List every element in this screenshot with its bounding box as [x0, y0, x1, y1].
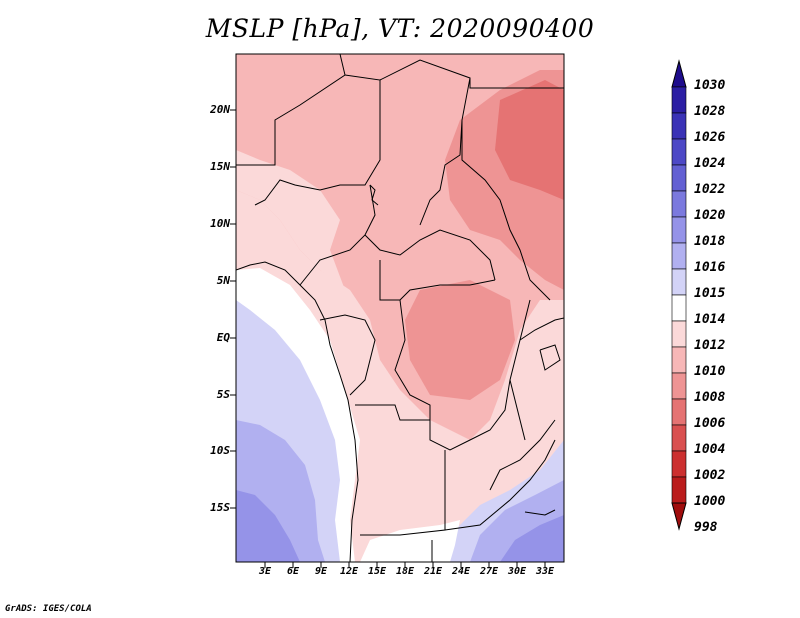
colorbar-swatch [671, 372, 687, 400]
map-frame [235, 53, 565, 563]
lon-ticks [264, 562, 546, 568]
pressure-1018-area-se [500, 515, 564, 562]
colorbar-swatch [671, 138, 687, 166]
lon-label-9e: 9E [314, 566, 328, 577]
colorbar-swatch [671, 216, 687, 244]
lat-label-eq: EQ [216, 331, 230, 344]
colorbar-swatch [671, 424, 687, 452]
colorbar-swatch [671, 164, 687, 192]
lon-label-27e: 27E [479, 566, 499, 577]
lon-label-12e: 12E [339, 566, 359, 577]
map-title: MSLP [hPa], VT: 2020090400 [205, 14, 595, 43]
colorbar-label: 1015 [694, 286, 726, 301]
lat-ticks [230, 109, 236, 509]
colorbar-label: 1018 [694, 234, 726, 249]
colorbar-label: 1012 [694, 338, 726, 353]
colorbar-label: 1000 [694, 494, 726, 509]
colorbar-swatch [671, 450, 687, 478]
colorbar-label: 1022 [694, 182, 726, 197]
colorbar-swatch [671, 320, 687, 348]
colorbar-label: 1004 [694, 442, 726, 457]
colorbar-bottom-arrow [671, 502, 687, 531]
lat-label-10s: 10S [210, 444, 230, 457]
lat-label-20n: 20N [210, 103, 230, 116]
colorbar-top-arrow [671, 59, 687, 88]
colorbar-swatch [671, 86, 687, 114]
pressure-1006-area [495, 80, 564, 200]
colorbar-swatch [671, 268, 687, 296]
lon-label-15e: 15E [367, 566, 387, 577]
colorbar-swatch [671, 476, 687, 504]
pressure-1012-patch [236, 150, 345, 290]
lat-label-15n: 15N [210, 160, 230, 173]
footer-credit: GrADS: IGES/COLA [5, 604, 92, 614]
colorbar-swatch [671, 398, 687, 426]
colorbar-swatch [671, 294, 687, 322]
colorbar [671, 59, 687, 531]
lon-label-24e: 24E [451, 566, 471, 577]
lat-label-5n: 5N [216, 274, 230, 287]
colorbar-label: 1030 [694, 78, 726, 93]
colorbar-label: 1024 [694, 156, 726, 171]
pressure-1014-area-south [360, 520, 460, 562]
colorbar-label: 1014 [694, 312, 726, 327]
pressure-1018-area [236, 490, 300, 562]
lon-label-6e: 6E [286, 566, 300, 577]
lat-label-10n: 10N [210, 217, 230, 230]
colorbar-label: 1002 [694, 468, 726, 483]
colorbar-label: 1006 [694, 416, 726, 431]
colorbar-label: 998 [694, 520, 718, 535]
colorbar-label: 1016 [694, 260, 726, 275]
colorbar-swatch [671, 112, 687, 140]
colorbar-label: 1008 [694, 390, 726, 405]
colorbar-swatch [671, 242, 687, 270]
lon-label-18e: 18E [395, 566, 415, 577]
lon-label-21e: 21E [423, 566, 443, 577]
colorbar-label: 1026 [694, 130, 726, 145]
lon-label-30e: 30E [507, 566, 527, 577]
country-borders [236, 54, 564, 562]
colorbar-label: 1020 [694, 208, 726, 223]
colorbar-label: 1028 [694, 104, 726, 119]
pressure-1008-area-congo [405, 280, 515, 400]
colorbar-label: 1010 [694, 364, 726, 379]
lon-label-33e: 33E [535, 566, 555, 577]
lon-label-3e: 3E [258, 566, 272, 577]
colorbar-swatch [671, 346, 687, 374]
lat-label-15s: 15S [210, 501, 230, 514]
lat-label-5s: 5S [216, 388, 230, 401]
colorbar-swatch [671, 190, 687, 218]
